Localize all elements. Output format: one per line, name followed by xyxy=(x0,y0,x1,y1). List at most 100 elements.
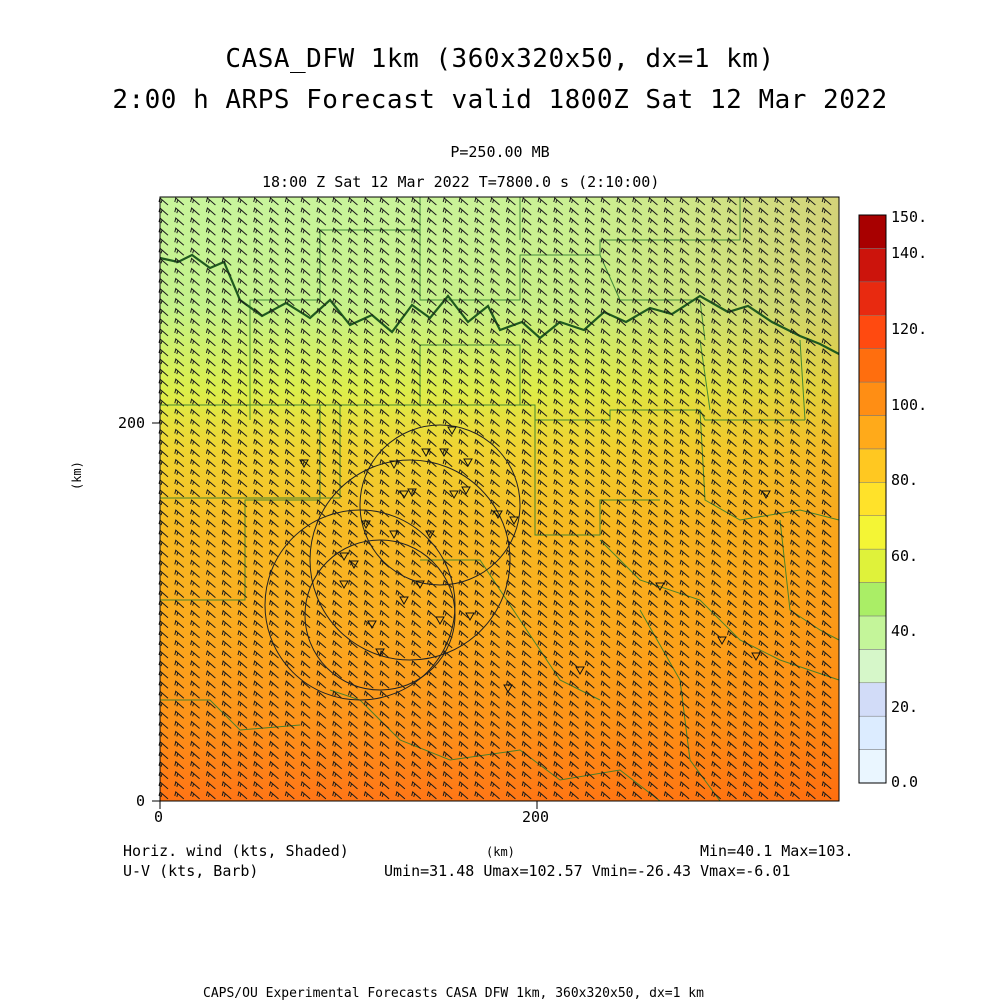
wind-barb xyxy=(821,780,832,790)
wind-barb xyxy=(474,227,485,236)
wind-barb xyxy=(442,700,453,709)
wind-barb xyxy=(521,720,532,729)
wind-barb xyxy=(442,690,453,699)
wind-barb xyxy=(600,207,611,216)
wind-barb xyxy=(237,790,248,800)
wind-barb xyxy=(774,458,785,468)
wind-barb xyxy=(695,599,706,609)
wind-barb xyxy=(742,257,753,266)
wind-barb xyxy=(758,509,769,518)
wind-barb xyxy=(269,197,279,206)
wind-barb xyxy=(569,378,579,387)
wind-barb xyxy=(205,337,216,347)
wind-barb xyxy=(695,468,706,478)
wind-barb xyxy=(758,388,769,397)
wind-barb xyxy=(426,247,437,256)
wind-barb xyxy=(505,327,516,337)
wind-barb xyxy=(284,700,295,709)
wind-barb xyxy=(316,660,327,669)
x-axis-label: (km) xyxy=(486,845,515,859)
wind-barb xyxy=(442,418,453,427)
wind-barb xyxy=(553,780,564,790)
colorbar-segment xyxy=(858,715,887,750)
wind-barb xyxy=(553,227,564,236)
wind-barb xyxy=(253,599,264,609)
wind-barb xyxy=(616,750,627,760)
wind-barb xyxy=(537,307,548,317)
wind-barb xyxy=(553,398,564,407)
colorbar-segment xyxy=(858,448,887,483)
wind-barb xyxy=(663,629,674,639)
wind-barb xyxy=(426,559,437,568)
wind-barb xyxy=(648,780,658,790)
wind-barb xyxy=(426,549,437,558)
wind-barb xyxy=(411,267,422,276)
wind-barb xyxy=(553,700,564,709)
wind-barb xyxy=(774,257,785,266)
wind-barb xyxy=(426,660,437,669)
wind-barb xyxy=(663,619,674,629)
wind-barb xyxy=(332,398,343,407)
wind-barb xyxy=(679,519,690,528)
wind-barb xyxy=(363,217,374,226)
wind-barb xyxy=(648,690,658,699)
wind-barb xyxy=(774,700,785,709)
wind-barb xyxy=(253,307,264,317)
wind-barb xyxy=(221,589,232,598)
wind-barb xyxy=(490,227,500,236)
wind-barb xyxy=(426,408,437,417)
wind-barb xyxy=(821,287,832,296)
wind-barb xyxy=(426,780,437,790)
wind-barb xyxy=(300,267,311,276)
wind-barb xyxy=(553,327,564,337)
wind-barb xyxy=(253,710,264,719)
wind-barb xyxy=(379,529,390,538)
wind-barb xyxy=(411,589,422,598)
wind-barb xyxy=(332,730,343,739)
wind-barb xyxy=(695,690,706,699)
wind-barb xyxy=(237,337,248,347)
wind-barb xyxy=(458,348,469,357)
wind-barb xyxy=(758,197,769,206)
wind-barb xyxy=(742,599,753,609)
wind-barb xyxy=(584,458,595,468)
wind-barb xyxy=(300,307,311,317)
wind-barb xyxy=(821,348,832,357)
wind-barb xyxy=(584,327,595,337)
wind-barb xyxy=(395,770,406,780)
wind-barb xyxy=(790,700,800,709)
wind-barb xyxy=(395,700,406,709)
wind-barb xyxy=(679,307,690,317)
wind-barb xyxy=(537,197,548,206)
wind-barb xyxy=(300,277,311,286)
wind-barb xyxy=(237,297,248,307)
wind-barb xyxy=(284,499,295,508)
wind-barb xyxy=(521,519,532,528)
wind-barb xyxy=(221,438,232,447)
wind-barb xyxy=(221,337,232,347)
wind-barb xyxy=(284,650,295,659)
wind-barb xyxy=(616,619,627,629)
wind-barb xyxy=(284,690,295,699)
wind-barb xyxy=(190,559,200,568)
wind-barb xyxy=(569,438,579,447)
wind-barb xyxy=(711,539,722,548)
wind-barb xyxy=(648,650,658,659)
colorbar-segment xyxy=(858,415,887,450)
wind-barb xyxy=(584,448,595,458)
wind-barb xyxy=(253,327,264,337)
wind-barb xyxy=(805,337,816,347)
wind-barb xyxy=(505,217,516,226)
wind-barb xyxy=(758,790,769,800)
wind-barb xyxy=(616,458,627,468)
wind-barb xyxy=(553,378,564,387)
wind-barb xyxy=(411,529,422,538)
wind-barb xyxy=(442,720,453,729)
wind-barb xyxy=(237,700,248,709)
wind-barb xyxy=(237,478,248,488)
wind-barb xyxy=(205,277,216,286)
wind-barb xyxy=(695,307,706,317)
wind-barb xyxy=(221,217,232,226)
wind-barb xyxy=(174,358,185,367)
wind-barb xyxy=(600,650,611,659)
